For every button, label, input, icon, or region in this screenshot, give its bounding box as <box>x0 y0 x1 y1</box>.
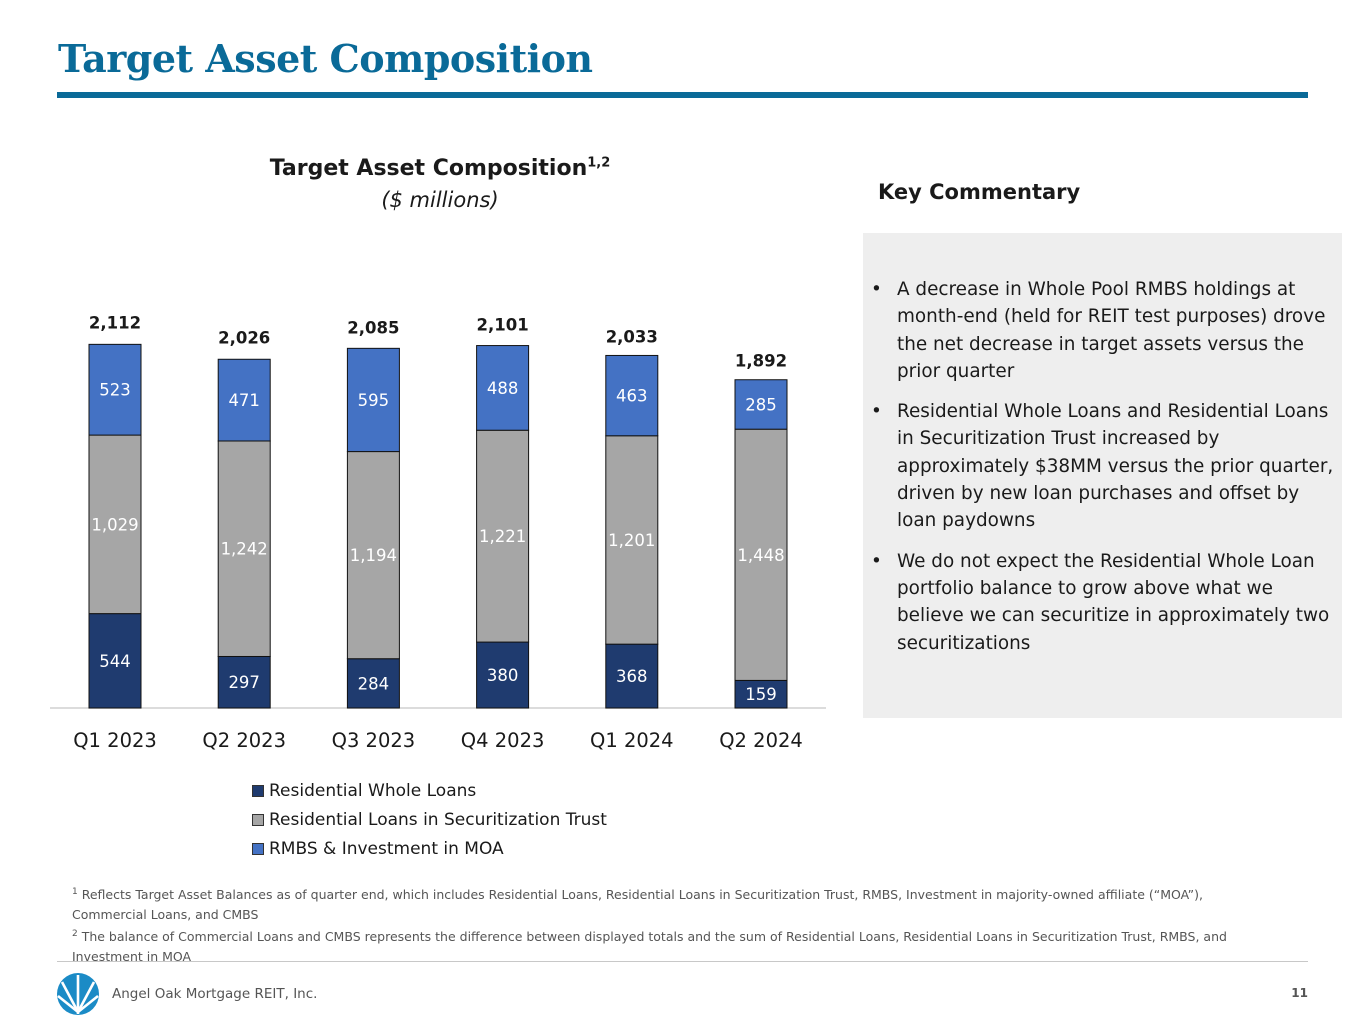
bar-segment <box>88 434 142 615</box>
bar-total-label: 2,033 <box>606 327 658 346</box>
bar-value-label: 284 <box>358 674 390 693</box>
footnote-mark: 1 <box>72 887 78 897</box>
bullet-text: We do not expect the Residential Whole L… <box>897 550 1330 654</box>
bar-value-label: 1,029 <box>91 515 138 534</box>
bar-value-label: 1,221 <box>479 527 526 546</box>
page-number: 11 <box>1291 986 1308 1000</box>
bar-value-label: 285 <box>745 395 777 414</box>
company-name: Angel Oak Mortgage REIT, Inc. <box>112 986 318 1002</box>
bar-segment <box>88 343 142 436</box>
commentary-panel: • A decrease in Whole Pool RMBS holdings … <box>863 233 1342 718</box>
bar-segment <box>217 358 271 442</box>
legend-item: Residential Whole Loans <box>252 776 607 805</box>
bar-value-label: 1,448 <box>737 546 784 565</box>
bar-value-label: 463 <box>616 387 648 406</box>
x-axis-tick-label: Q3 2023 <box>332 729 416 752</box>
title-divider <box>57 92 1308 98</box>
chart-legend: Residential Whole Loans Residential Loans… <box>252 776 607 863</box>
footnote-1: 1 Reflects Target Asset Balances as of q… <box>72 882 1272 925</box>
bar-value-label: 159 <box>745 685 777 704</box>
bar-total-label: 2,085 <box>347 318 399 337</box>
x-axis-tick-label: Q2 2023 <box>202 729 286 752</box>
bar-segment <box>346 347 400 453</box>
bar-segment <box>476 429 530 643</box>
bullet-marker: • <box>871 401 882 423</box>
bullet-text: Residential Whole Loans and Residential … <box>897 401 1334 532</box>
legend-item: RMBS & Investment in MOA <box>252 834 607 863</box>
bullet-text: A decrease in Whole Pool RMBS holdings a… <box>897 279 1326 382</box>
x-axis-tick-label: Q1 2024 <box>590 729 674 752</box>
bullet-marker: • <box>871 279 882 300</box>
legend-swatch <box>252 842 264 855</box>
bar-segment <box>476 641 530 709</box>
company-logo-icon <box>57 973 99 1015</box>
bar-segment <box>734 428 788 681</box>
legend-swatch <box>252 784 264 797</box>
bar-total-label: 2,026 <box>218 328 270 347</box>
stacked-bar-chart: 544 1,029 523 2,112 Q1 2023 297 1,242 471 2,026 Q… <box>50 314 826 752</box>
commentary-title: Key Commentary <box>878 180 1081 204</box>
legend-label: Residential Whole Loans <box>269 780 477 801</box>
bar-segment <box>346 451 400 660</box>
bar-segment <box>476 345 530 431</box>
commentary-bullet: • Residential Whole Loans and Residential… <box>871 398 1334 534</box>
bar-value-label: 297 <box>228 673 260 692</box>
bar-value-label: 544 <box>99 652 131 671</box>
chart-title-footnote-mark: 1,2 <box>587 155 611 171</box>
footer-divider <box>57 961 1308 962</box>
bar-total-label: 1,892 <box>735 352 787 371</box>
legend-label: Residential Loans in Securitization Trus… <box>269 809 607 830</box>
bar-value-label: 380 <box>487 666 519 685</box>
chart-title-text: Target Asset Composition <box>269 156 588 181</box>
bar-value-label: 1,242 <box>221 540 268 559</box>
legend-swatch <box>252 813 264 826</box>
bar-value-label: 488 <box>487 379 519 398</box>
footnote-text: The balance of Commercial Loans and CMBS… <box>72 929 1227 965</box>
bar-segment <box>734 679 788 709</box>
commentary-bullet: • We do not expect the Residential Whole … <box>871 548 1334 657</box>
chart-title: Target Asset Composition1,2 <box>160 156 720 181</box>
page-title: Target Asset Composition <box>58 36 593 81</box>
bar-segment <box>605 354 659 437</box>
legend-label: RMBS & Investment in MOA <box>269 838 504 859</box>
bar-value-label: 368 <box>616 667 648 686</box>
footnote-2: 2 The balance of Commercial Loans and CM… <box>72 924 1272 967</box>
bar-value-label: 595 <box>358 391 390 410</box>
commentary-bullet: • A decrease in Whole Pool RMBS holdings … <box>871 276 1334 385</box>
bar-segment <box>605 435 659 645</box>
bar-segment <box>217 655 271 709</box>
x-axis-tick-label: Q4 2023 <box>461 729 545 752</box>
legend-item: Residential Loans in Securitization Trus… <box>252 805 607 834</box>
bar-total-label: 2,112 <box>89 314 141 333</box>
bar-segment <box>88 613 142 709</box>
bar-segment <box>605 643 659 709</box>
x-axis-tick-label: Q2 2024 <box>719 729 803 752</box>
chart-subtitle: ($ millions) <box>381 188 499 212</box>
bar-segment <box>217 440 271 657</box>
bar-total-label: 2,101 <box>476 315 528 334</box>
x-axis-tick-label: Q1 2023 <box>73 729 157 752</box>
footnote-text: Reflects Target Asset Balances as of qua… <box>72 887 1203 923</box>
bar-value-label: 471 <box>228 391 260 410</box>
bullet-marker: • <box>871 550 882 572</box>
bar-value-label: 1,201 <box>608 531 655 550</box>
bar-segment <box>734 379 788 430</box>
footnote-mark: 2 <box>72 929 78 939</box>
bar-value-label: 1,194 <box>350 546 397 565</box>
bar-segment <box>346 658 400 709</box>
bar-value-label: 523 <box>99 381 131 400</box>
